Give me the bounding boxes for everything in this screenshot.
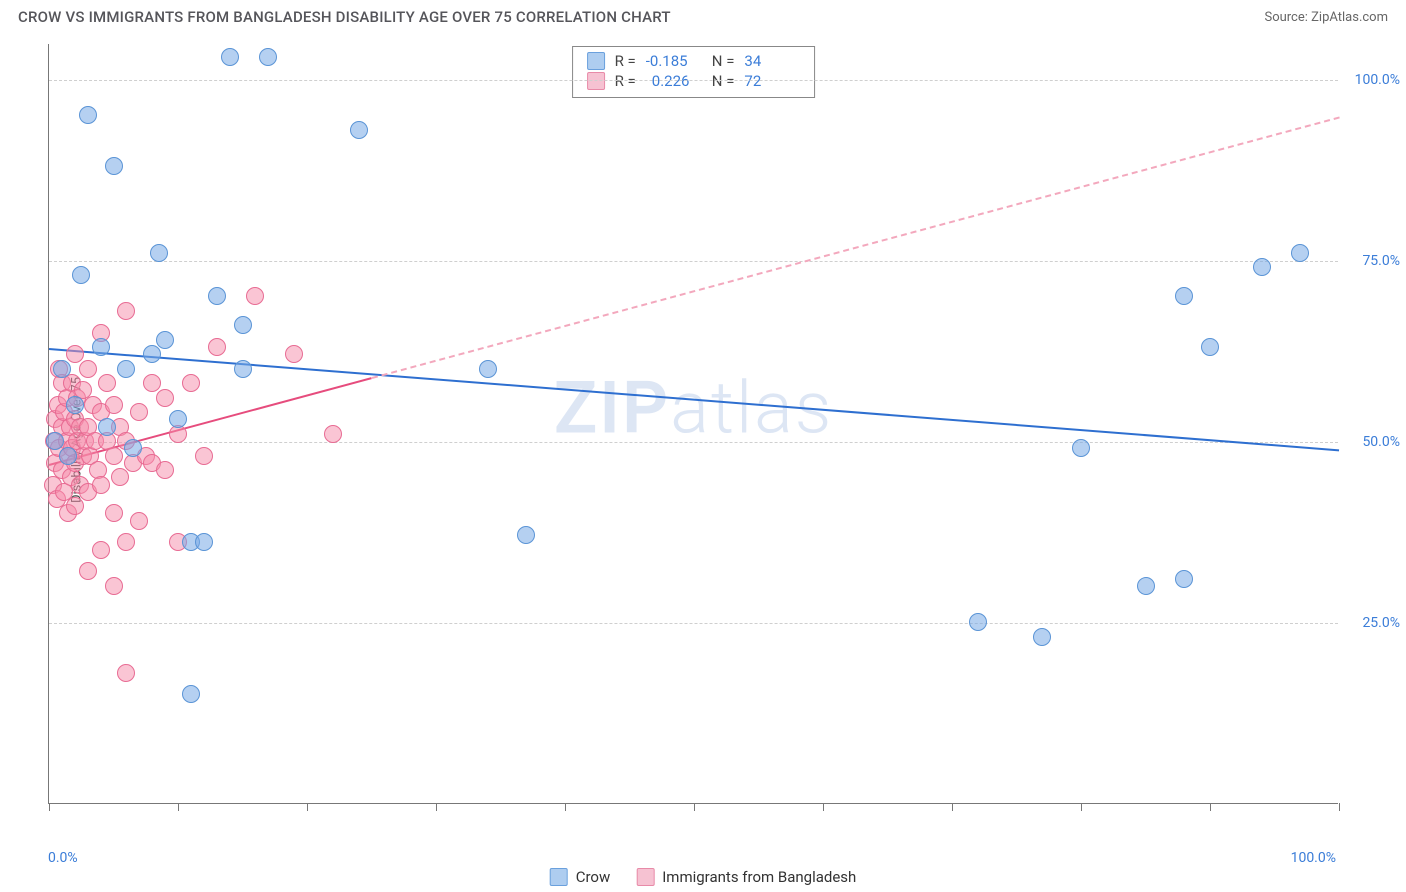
stats-legend-box: R = -0.185 N = 34 R = 0.226 N = 72	[572, 46, 816, 98]
data-point	[1072, 439, 1090, 457]
data-point	[221, 48, 239, 66]
plot-area: ZIPatlas R = -0.185 N = 34 R = 0.226 N =…	[48, 44, 1338, 804]
data-point	[59, 447, 77, 465]
data-point	[79, 562, 97, 580]
data-point	[208, 287, 226, 305]
data-point	[156, 331, 174, 349]
data-point	[350, 121, 368, 139]
data-point	[105, 447, 123, 465]
gridline	[49, 80, 1338, 81]
data-point	[117, 664, 135, 682]
data-point	[1201, 338, 1219, 356]
x-tick	[1210, 803, 1211, 811]
data-point	[53, 360, 71, 378]
data-point	[130, 403, 148, 421]
x-tick	[1081, 803, 1082, 811]
data-point	[1291, 244, 1309, 262]
data-point	[130, 512, 148, 530]
x-axis-max-label: 100.0%	[1291, 850, 1336, 866]
data-point	[285, 345, 303, 363]
data-point	[1175, 287, 1193, 305]
data-point	[479, 360, 497, 378]
correlation-chart: Disability Age Over 75 ZIPatlas R = -0.1…	[48, 44, 1388, 836]
page-title: CROW VS IMMIGRANTS FROM BANGLADESH DISAB…	[18, 8, 671, 26]
data-point	[79, 106, 97, 124]
x-tick	[436, 803, 437, 811]
data-point	[92, 541, 110, 559]
swatch-crow	[587, 52, 605, 70]
data-point	[1033, 628, 1051, 646]
data-point	[234, 316, 252, 334]
y-tick-label: 100.0%	[1355, 72, 1400, 88]
data-point	[105, 157, 123, 175]
data-point	[124, 439, 142, 457]
data-point	[143, 374, 161, 392]
data-point	[246, 287, 264, 305]
data-point	[195, 533, 213, 551]
data-point	[1253, 258, 1271, 276]
data-point	[156, 389, 174, 407]
data-point	[72, 266, 90, 284]
data-point	[156, 461, 174, 479]
data-point	[208, 338, 226, 356]
data-point	[143, 345, 161, 363]
legend-item-bangladesh: Immigrants from Bangladesh	[636, 868, 856, 886]
x-tick	[565, 803, 566, 811]
data-point	[117, 360, 135, 378]
data-point	[111, 468, 129, 486]
data-point	[195, 447, 213, 465]
data-point	[105, 396, 123, 414]
y-tick-label: 50.0%	[1362, 434, 1400, 450]
series-legend: Crow Immigrants from Bangladesh	[550, 868, 857, 886]
data-point	[1137, 577, 1155, 595]
gridline	[49, 261, 1338, 262]
y-tick-label: 75.0%	[1362, 253, 1400, 269]
x-tick	[307, 803, 308, 811]
gridline	[49, 623, 1338, 624]
stats-row-crow: R = -0.185 N = 34	[587, 51, 801, 71]
legend-item-crow: Crow	[550, 868, 611, 886]
data-point	[182, 374, 200, 392]
data-point	[98, 418, 116, 436]
x-tick	[178, 803, 179, 811]
data-point	[117, 302, 135, 320]
data-point	[182, 685, 200, 703]
data-point	[66, 396, 84, 414]
swatch-crow	[550, 868, 568, 886]
swatch-bangladesh	[636, 868, 654, 886]
data-point	[150, 244, 168, 262]
data-point	[234, 360, 252, 378]
data-point	[1175, 570, 1193, 588]
data-point	[324, 425, 342, 443]
gridline	[49, 442, 1338, 443]
data-point	[92, 338, 110, 356]
data-point	[117, 533, 135, 551]
x-axis-min-label: 0.0%	[48, 850, 78, 866]
x-tick	[952, 803, 953, 811]
x-tick	[1339, 803, 1340, 811]
data-point	[66, 497, 84, 515]
x-tick	[49, 803, 50, 811]
data-point	[46, 432, 64, 450]
trend-line	[371, 116, 1339, 379]
x-tick	[823, 803, 824, 811]
data-point	[105, 577, 123, 595]
data-point	[92, 476, 110, 494]
data-point	[98, 374, 116, 392]
data-point	[517, 526, 535, 544]
y-tick-label: 25.0%	[1362, 615, 1400, 631]
data-point	[79, 360, 97, 378]
data-point	[969, 613, 987, 631]
data-point	[105, 504, 123, 522]
x-tick	[694, 803, 695, 811]
data-point	[169, 410, 187, 428]
source-attribution: Source: ZipAtlas.com	[1264, 10, 1388, 25]
data-point	[66, 345, 84, 363]
data-point	[259, 48, 277, 66]
